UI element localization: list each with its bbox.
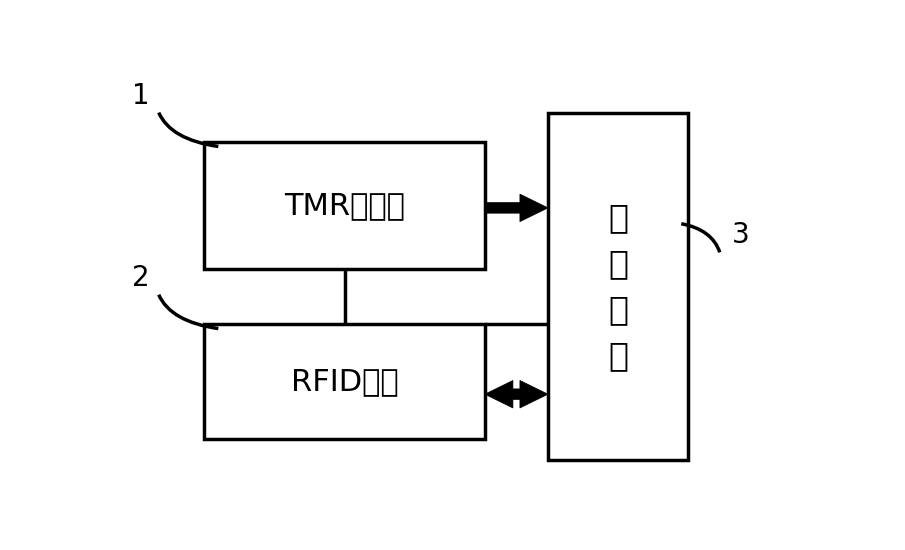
Text: 1: 1	[132, 81, 150, 109]
Text: TMR传感器: TMR传感器	[284, 191, 405, 220]
Bar	[548, 113, 689, 460]
Text: 2: 2	[132, 264, 150, 292]
Text: RFID标签: RFID标签	[291, 367, 398, 396]
Bar	[205, 324, 485, 439]
Text: 微
控
制
器: 微 控 制 器	[608, 201, 628, 372]
Text: 3: 3	[732, 222, 749, 249]
Polygon shape	[485, 194, 548, 222]
Bar	[205, 142, 485, 270]
Polygon shape	[485, 381, 548, 408]
